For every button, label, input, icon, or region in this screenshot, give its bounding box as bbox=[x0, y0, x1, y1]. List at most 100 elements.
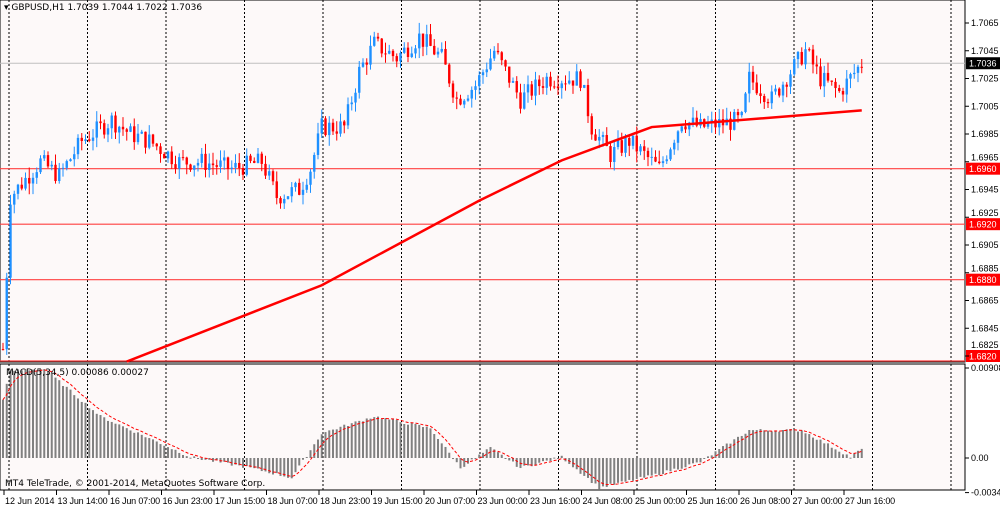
macd-histogram-bar bbox=[669, 458, 672, 472]
candle-body bbox=[860, 66, 863, 68]
candle-body bbox=[650, 156, 653, 158]
candle-body bbox=[271, 171, 275, 182]
candle-body bbox=[118, 126, 121, 133]
candle bbox=[661, 156, 665, 168]
candle-body bbox=[785, 84, 788, 87]
candle-body bbox=[73, 154, 76, 160]
candle bbox=[1, 342, 5, 351]
candle-body bbox=[324, 118, 327, 136]
macd-histogram-bar bbox=[238, 458, 241, 466]
candle-body bbox=[575, 71, 578, 86]
candle-body bbox=[481, 72, 485, 76]
level-label: 1.6960 bbox=[969, 164, 997, 174]
candle-body bbox=[418, 33, 421, 49]
current-price-badge bbox=[966, 57, 1000, 70]
candle-body bbox=[455, 97, 458, 99]
candle bbox=[748, 62, 751, 103]
candle bbox=[451, 80, 455, 104]
candle bbox=[440, 42, 443, 54]
candle bbox=[151, 133, 155, 147]
candle-body bbox=[39, 158, 42, 173]
candle bbox=[628, 134, 631, 157]
macd-main-value: 0.00086 bbox=[71, 368, 109, 378]
macd-histogram-bar bbox=[545, 458, 548, 461]
candle bbox=[271, 169, 275, 186]
candle bbox=[268, 164, 271, 181]
candle bbox=[166, 150, 170, 163]
macd-histogram-bar bbox=[830, 447, 833, 458]
candle-body bbox=[658, 161, 661, 164]
candle-body bbox=[331, 122, 335, 132]
candle-body bbox=[148, 134, 151, 148]
candle bbox=[800, 47, 803, 66]
price-tick-label: 1.7045 bbox=[971, 46, 999, 56]
candle-body bbox=[571, 80, 575, 86]
macd-histogram-bar bbox=[782, 430, 784, 458]
candle-body bbox=[440, 48, 443, 52]
candle-body bbox=[234, 162, 237, 168]
candle-body bbox=[853, 72, 856, 75]
macd-histogram-bar bbox=[24, 369, 27, 458]
macd-histogram-bar bbox=[358, 420, 361, 458]
candle bbox=[226, 156, 230, 180]
candle-body bbox=[568, 80, 571, 84]
candle-body bbox=[193, 165, 196, 170]
candle-body bbox=[766, 102, 770, 104]
level-label: 1.6880 bbox=[969, 275, 997, 285]
macd-histogram-bar bbox=[234, 458, 237, 465]
candle bbox=[335, 121, 338, 141]
macd-histogram-bar bbox=[763, 430, 766, 458]
candle-body bbox=[478, 75, 481, 87]
candle-body bbox=[151, 134, 155, 144]
candle bbox=[380, 38, 383, 58]
macd-histogram-bar bbox=[204, 458, 207, 460]
macd-histogram-bar bbox=[290, 458, 293, 479]
candle bbox=[583, 84, 586, 89]
candle-body bbox=[470, 89, 473, 99]
macd-histogram-bar bbox=[605, 458, 608, 487]
candle bbox=[793, 56, 796, 76]
candle bbox=[35, 167, 38, 184]
candle-body bbox=[406, 47, 410, 57]
candle bbox=[830, 80, 833, 86]
candle bbox=[43, 150, 46, 161]
collapse-triangle-icon[interactable]: ▾ bbox=[4, 3, 9, 13]
macd-histogram-bar bbox=[527, 458, 529, 466]
macd-histogram-bar bbox=[575, 458, 578, 470]
candle-body bbox=[301, 189, 305, 195]
candle bbox=[189, 163, 192, 172]
candle-body bbox=[425, 34, 428, 47]
macd-histogram-bar bbox=[287, 458, 289, 478]
candle-body bbox=[669, 149, 672, 160]
candle-body bbox=[114, 115, 117, 133]
macd-histogram-bar bbox=[272, 458, 274, 475]
candle bbox=[24, 172, 27, 191]
macd-histogram-bar bbox=[767, 430, 769, 458]
price-tick-label: 1.6945 bbox=[971, 185, 999, 195]
macd-histogram-bar bbox=[695, 458, 698, 463]
candle-body bbox=[241, 168, 245, 175]
macd-histogram-bar bbox=[425, 426, 428, 458]
candle bbox=[508, 66, 511, 88]
time-tick-label: 20 Jun 07:00 bbox=[425, 496, 475, 506]
candle-body bbox=[16, 184, 20, 194]
candle bbox=[133, 118, 136, 150]
candle-body bbox=[755, 82, 758, 94]
candle-body bbox=[129, 126, 132, 132]
candle bbox=[834, 78, 837, 98]
candle bbox=[639, 143, 642, 156]
macd-histogram-bar bbox=[688, 458, 691, 465]
candle-body bbox=[354, 92, 357, 103]
candle-body bbox=[196, 162, 200, 166]
candle-body bbox=[646, 150, 650, 158]
macd-histogram-bar bbox=[609, 458, 612, 484]
macd-histogram-bar bbox=[845, 454, 848, 458]
candle bbox=[320, 109, 323, 138]
candle bbox=[519, 83, 522, 114]
macd-histogram-bar bbox=[95, 413, 98, 458]
candle bbox=[530, 80, 533, 100]
candle-body bbox=[46, 155, 50, 167]
candle bbox=[163, 152, 166, 159]
candle-body bbox=[613, 147, 616, 162]
